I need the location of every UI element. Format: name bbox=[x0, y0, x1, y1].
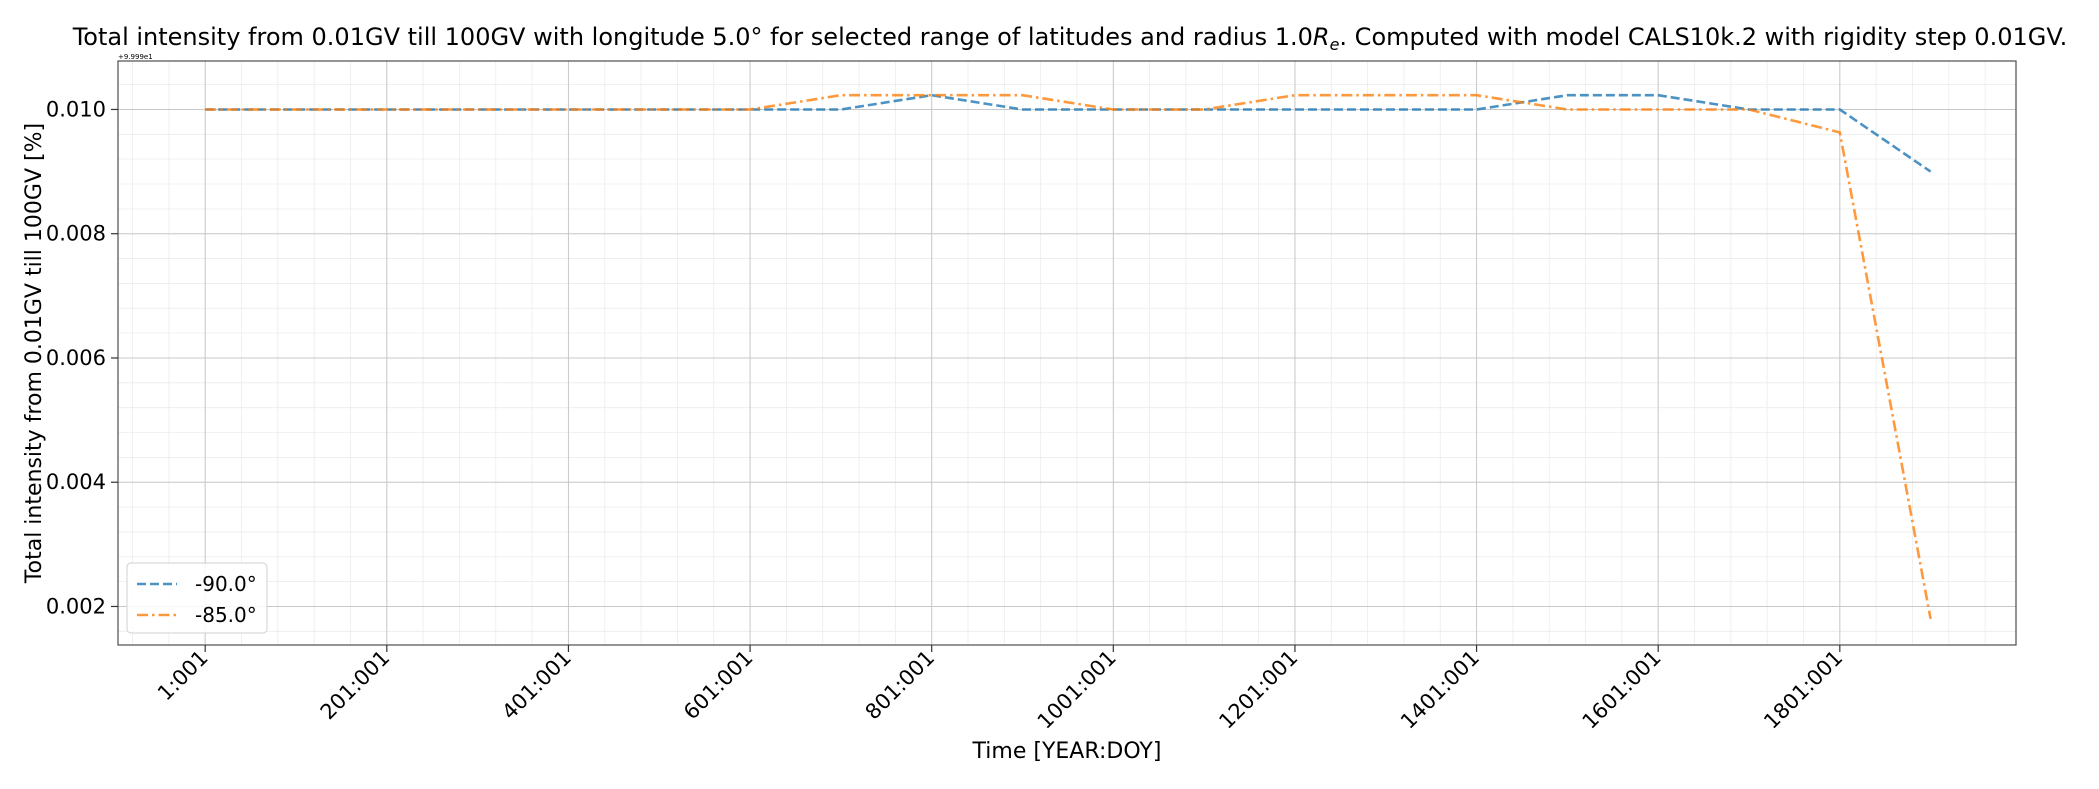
x-tick-label: 401:001 bbox=[497, 646, 576, 725]
legend: -90.0° -85.0° bbox=[127, 563, 267, 633]
plot-area-frame bbox=[118, 61, 2016, 645]
series-line-1 bbox=[205, 95, 1930, 171]
x-axis-label: Time [YEAR:DOY] bbox=[972, 739, 1162, 764]
y-tick-label: 0.010 bbox=[46, 97, 106, 121]
x-tick-label: 1201:001 bbox=[1214, 646, 1302, 734]
series-line-2 bbox=[205, 95, 1930, 619]
legend-label-series-1: -90.0° bbox=[195, 572, 257, 596]
y-tick-label: 0.004 bbox=[46, 470, 106, 494]
title-symbol: R bbox=[1313, 23, 1330, 51]
x-tick-label: 1601:001 bbox=[1578, 646, 1666, 734]
y-axis-label: Total intensity from 0.01GV till 100GV [… bbox=[22, 123, 47, 584]
title-part-2: . Computed with model CALS10k.2 with rig… bbox=[1339, 23, 2067, 51]
y-tick-label: 0.002 bbox=[46, 594, 106, 618]
x-tick-label: 1:001 bbox=[153, 646, 213, 706]
title-subscript: e bbox=[1330, 35, 1340, 54]
x-tick-label: 1001:001 bbox=[1033, 646, 1121, 734]
x-tick-label: 801:001 bbox=[861, 646, 940, 725]
chart-title: Total intensity from 0.01GV till 100GV w… bbox=[72, 23, 2068, 54]
legend-label-series-2: -85.0° bbox=[195, 603, 257, 627]
x-tick-label: 1401:001 bbox=[1396, 646, 1484, 734]
x-tick-label: 201:001 bbox=[316, 646, 395, 725]
x-tick-label: 1801:001 bbox=[1759, 646, 1847, 734]
title-part-1: Total intensity from 0.01GV till 100GV w… bbox=[72, 23, 1313, 51]
series-lines bbox=[205, 95, 1930, 619]
y-tick-label: 0.006 bbox=[46, 346, 106, 370]
x-tick-label: 601:001 bbox=[679, 646, 758, 725]
y-tick-label: 0.008 bbox=[46, 222, 106, 246]
grid bbox=[118, 61, 2016, 645]
axis-ticks: 1:001 201:001 401:001 601:001 801:001 1001:00… bbox=[46, 97, 1847, 733]
offset-text: +9.999e1 bbox=[118, 53, 153, 61]
